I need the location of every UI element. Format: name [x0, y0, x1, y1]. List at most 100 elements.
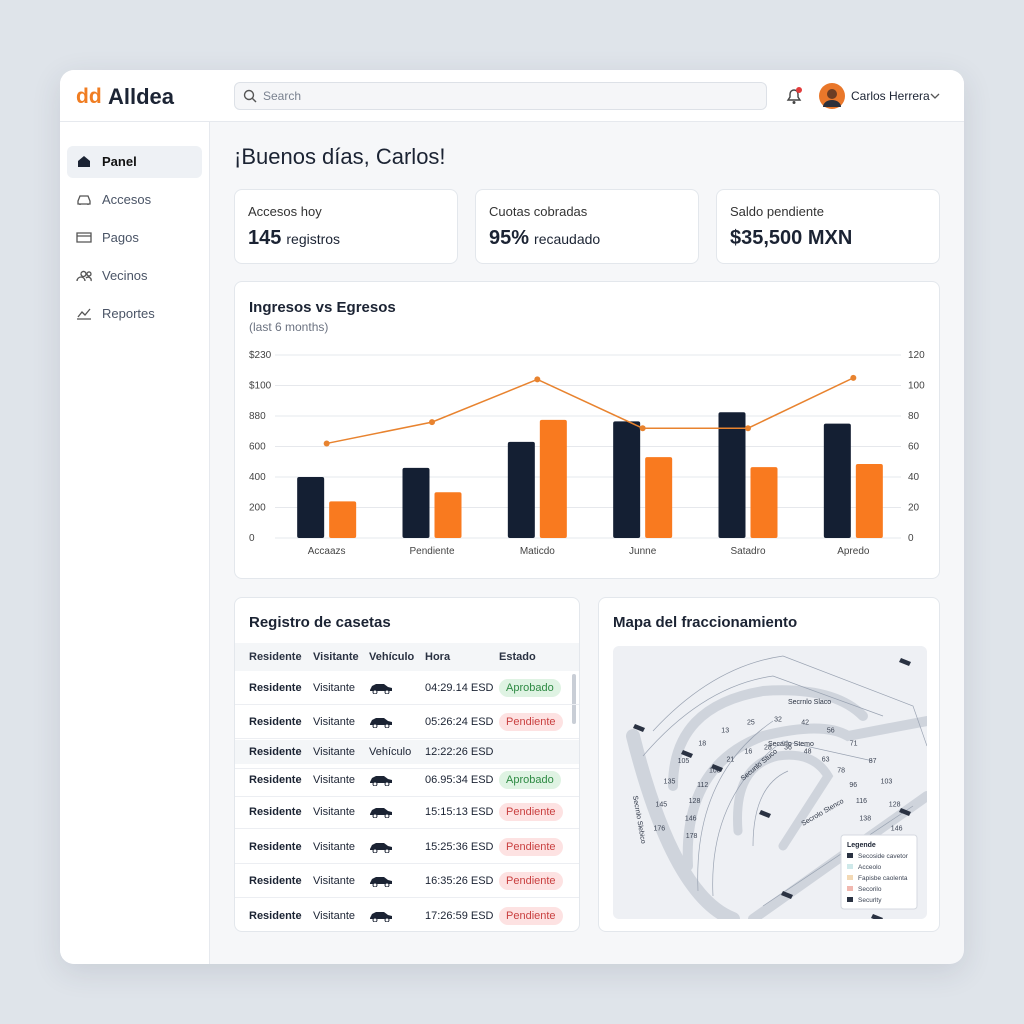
chart-subtitle: (last 6 months)	[249, 320, 328, 334]
logo-icon: dd	[76, 86, 102, 106]
cell-time: 15:15:13 ESD	[425, 806, 494, 818]
legend-swatch	[847, 853, 853, 858]
cell: Residente	[249, 910, 302, 922]
stat-number: $35,500 MXN	[730, 227, 853, 249]
nav-label: Reportes	[102, 305, 155, 321]
table-card: Registro de casetas Residente Visitante Ve…	[234, 597, 580, 932]
stat-number: 145	[248, 227, 282, 249]
user-name[interactable]: Carlos Herrera	[851, 89, 930, 103]
nav-icon	[76, 232, 92, 243]
lot-number: 48	[804, 749, 812, 756]
lot-number: 21	[726, 756, 734, 763]
wheel	[384, 689, 390, 694]
chevron	[930, 93, 940, 99]
street-label: Secarlo Stemo	[768, 741, 814, 748]
cell: Residente	[249, 774, 302, 786]
wheel	[372, 917, 378, 922]
nav-icon	[78, 156, 90, 167]
greeting: ¡Buenos días, Carlos!	[234, 144, 446, 169]
scrollbar[interactable]	[572, 674, 576, 724]
lot-number: 16	[744, 749, 752, 756]
avatar[interactable]	[819, 83, 845, 109]
stat-label: Cuotas cobradas	[489, 204, 588, 219]
wheel	[372, 882, 378, 887]
car-body	[370, 843, 392, 850]
stat-value: 95% recaudado	[489, 227, 600, 250]
row-divider	[235, 704, 579, 705]
cameras	[633, 658, 911, 919]
nav-item[interactable]: Pagos	[76, 229, 139, 245]
row-divider	[235, 738, 579, 739]
column-header: Residente	[249, 651, 302, 663]
y-tick-label: 0	[249, 533, 255, 544]
bar	[613, 421, 641, 538]
stat-unit: registros	[286, 231, 341, 247]
legend-item: Acceolo	[858, 864, 882, 871]
street-label: Secrnlo Slaco	[788, 699, 831, 706]
row-divider	[235, 768, 579, 769]
stat-number: 95%	[489, 227, 530, 249]
wheel	[372, 723, 378, 728]
cell-vehicle: Vehículo	[369, 746, 412, 758]
bar	[539, 419, 567, 538]
lot-number: 78	[837, 768, 845, 775]
nav-label: Accesos	[102, 191, 152, 207]
car-icon	[370, 912, 392, 922]
bell-icon[interactable]	[784, 86, 804, 106]
row-band	[235, 740, 579, 764]
x-tick-label: Accaazs	[308, 546, 346, 557]
bar	[750, 467, 778, 538]
wheel	[384, 781, 390, 786]
cell-time: 06.95:34 ESD	[425, 774, 494, 786]
cell-time: 16:35:26 ESD	[425, 875, 494, 887]
legend-title: Legende	[847, 842, 876, 849]
nav-icon	[76, 270, 92, 282]
bar	[297, 477, 325, 538]
lot-number: 146	[891, 825, 903, 832]
lot-number: 71	[850, 740, 858, 747]
wheel	[372, 848, 378, 853]
cell-time: 04:29.14 ESD	[425, 682, 494, 694]
chart-card: Ingresos vs Egresos (last 6 months) 0 200…	[234, 281, 940, 579]
bar	[718, 412, 746, 538]
nav-item[interactable]: Vecinos	[76, 267, 148, 283]
y-tick-label: 400	[249, 472, 266, 483]
car-icon	[370, 776, 392, 786]
wheel	[384, 882, 390, 887]
column-header: Vehículo	[369, 651, 415, 663]
nav-item[interactable]: Accesos	[76, 191, 151, 207]
legend-box	[840, 834, 918, 910]
cell-time: 17:26:59 ESD	[425, 910, 494, 922]
car-body	[370, 808, 392, 815]
status-badge: Aprobado	[499, 771, 561, 789]
bar	[823, 423, 851, 538]
car-body	[370, 776, 392, 783]
search-icon	[243, 89, 257, 103]
wheel	[372, 689, 378, 694]
car-icon	[370, 808, 392, 818]
y2-tick-label: 100	[908, 381, 925, 392]
nav-item[interactable]: Reportes	[76, 305, 155, 321]
car-body	[370, 684, 392, 691]
legend-swatch	[847, 886, 853, 891]
y-tick-label: $100	[249, 381, 272, 392]
row-divider	[235, 796, 579, 797]
line-point	[745, 425, 751, 432]
lot-number: 13	[721, 727, 729, 734]
cell: Residente	[249, 716, 302, 728]
legend-item: Fapisbe caolenta	[858, 875, 908, 882]
bar	[645, 457, 673, 538]
stat-value: $35,500 MXN	[730, 227, 852, 250]
lot-number: 32	[774, 717, 782, 724]
icon	[76, 270, 92, 282]
cell: Visitante	[313, 716, 355, 728]
lot-number: 178	[686, 833, 698, 840]
nav-item[interactable]: Panel	[76, 153, 137, 169]
y2-tick-label: 60	[908, 442, 920, 453]
search-box[interactable]	[234, 82, 767, 110]
line-point	[639, 425, 646, 432]
line-series	[326, 377, 854, 445]
line-point	[323, 440, 330, 447]
icon	[78, 156, 90, 167]
